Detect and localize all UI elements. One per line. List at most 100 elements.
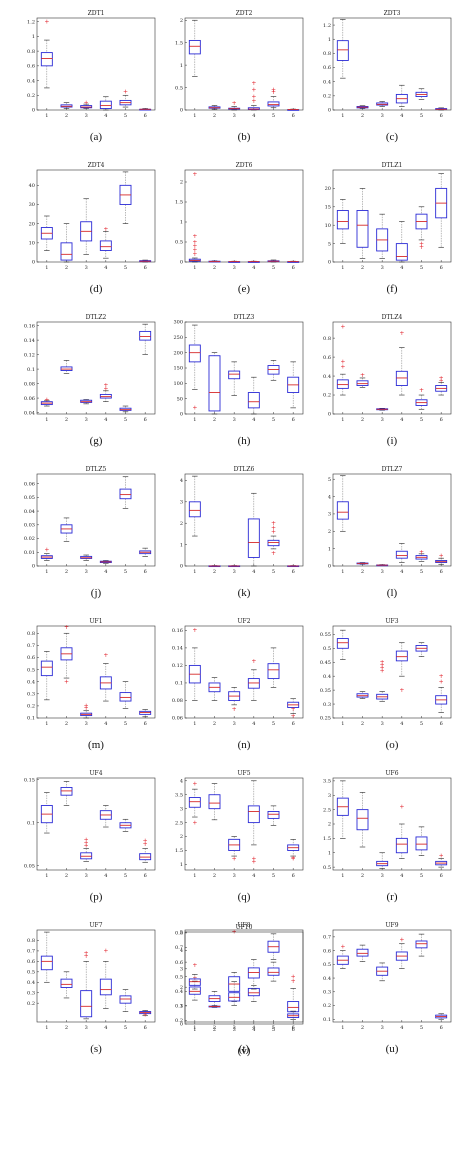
- x-tick-label: 2: [361, 873, 364, 879]
- box-iqr: [247, 967, 260, 979]
- box-plot-5: [267, 360, 280, 381]
- x-tick-label: 1: [45, 721, 48, 727]
- box-plot-1: +: [336, 943, 349, 969]
- chart-panel: UF7 0.2 0.3 0.4 0.5 0.6 0.7 0.8 1 2 3 4 5 6 + + + + (s): [12, 918, 164, 1064]
- y-tick-label: 0.5: [27, 667, 35, 673]
- y-tick-label: 0: [32, 564, 35, 570]
- x-tick-label: 5: [124, 873, 127, 879]
- box-plot-3: +: [228, 100, 241, 111]
- x-tick-label: 1: [341, 265, 344, 271]
- x-tick-label: 1: [45, 417, 48, 423]
- box-plot-3: [80, 198, 93, 255]
- box-iqr: [99, 240, 112, 251]
- panel-caption: (s): [90, 1043, 102, 1055]
- x-tick-label: 6: [440, 569, 443, 575]
- chart-svg: UF10.10.20.30.40.50.60.70.81 2 3 4 5 6+++++(m…: [27, 618, 156, 751]
- y-tick-label: 1: [180, 542, 183, 548]
- box-iqr: [267, 539, 280, 547]
- x-tick-label: 6: [440, 417, 443, 423]
- outlier-marker: +: [103, 382, 108, 389]
- y-tick-label: 0.3: [175, 1004, 183, 1010]
- x-tick-label: 3: [85, 113, 88, 119]
- box-plot-1: +: [188, 324, 201, 412]
- y-tick-label: 0: [180, 1022, 183, 1028]
- outlier-marker: +: [84, 705, 89, 712]
- box-plot-2: [60, 781, 73, 806]
- panel-caption: (g): [90, 435, 103, 447]
- box-plot-3: ++: [80, 950, 93, 1020]
- y-tick-label: 0.35: [320, 688, 331, 694]
- box-plot-4: [247, 959, 260, 990]
- x-tick-label: 2: [361, 1025, 364, 1031]
- outlier-marker: +: [380, 662, 385, 669]
- panel-caption: (q): [238, 891, 251, 903]
- box-plot-4: [99, 560, 112, 564]
- x-tick-label: 1: [193, 1025, 196, 1031]
- y-tick-label: 0.2: [27, 93, 35, 99]
- y-tick-label: 0: [328, 260, 331, 266]
- outlier-marker: +: [271, 524, 276, 531]
- y-tick-label: 0.14: [24, 338, 35, 344]
- x-tick-label: 4: [104, 417, 107, 423]
- y-tick-label: 30: [29, 202, 35, 208]
- x-tick-label: 3: [381, 569, 384, 575]
- x-tick-label: 1: [45, 265, 48, 271]
- y-tick-label: 0.04: [24, 410, 35, 416]
- x-tick-label: 1: [341, 873, 344, 879]
- plot-frame: [36, 321, 156, 415]
- outlier-marker: +: [232, 706, 237, 713]
- box-plot-4: [99, 96, 112, 111]
- panel-caption: (l): [387, 587, 398, 599]
- x-tick-label: 5: [124, 265, 127, 271]
- y-tick-label: 0.12: [24, 352, 35, 358]
- y-tick-label: 0: [328, 412, 331, 418]
- chart-svg: UF10 0 1 2 3 4 5 1 2 3 4 5 6 + (v): [180, 924, 304, 1057]
- box-plot-6: [287, 108, 300, 111]
- plot-frame: [36, 777, 156, 871]
- y-tick-label: 2.5: [323, 807, 331, 813]
- box-plot-1: [336, 199, 349, 244]
- outlier-marker: +: [340, 363, 345, 370]
- box-iqr: [99, 978, 112, 996]
- box-iqr: [267, 811, 280, 819]
- box-plot-5: [119, 818, 132, 832]
- box-plot-6: ++: [139, 838, 152, 863]
- y-tick-label: 0.5: [323, 646, 331, 652]
- outlier-marker: +: [360, 372, 365, 379]
- box-iqr: [208, 794, 221, 810]
- outlier-marker: +: [340, 943, 345, 950]
- chart-svg: UF9 0.1 0.2 0.3 0.4 0.5 0.6 0.7 1 2 3 4 5 6 + + (u): [323, 922, 452, 1055]
- y-tick-label: 5: [328, 241, 331, 247]
- y-tick-label: 0.7: [27, 949, 35, 955]
- outlier-marker: +: [103, 226, 108, 233]
- box-plot-2: [356, 105, 369, 109]
- box-iqr: [80, 990, 93, 1018]
- x-tick-label: 6: [144, 873, 147, 879]
- chart-svg: ZDT1 0 0.2 0.4 0.6 0.8 1 1.2 1 2 3 4 5 6 + + + (a): [27, 10, 156, 143]
- chart-title: DTLZ2: [86, 314, 107, 321]
- outlier-marker: +: [84, 99, 89, 106]
- chart-title: UF4: [89, 770, 102, 777]
- y-tick-label: 20: [29, 221, 35, 227]
- y-tick-label: 0.06: [172, 716, 183, 722]
- x-tick-label: 3: [233, 265, 236, 271]
- y-tick-label: 0.7: [27, 643, 35, 649]
- x-tick-label: 3: [381, 113, 384, 119]
- y-tick-label: 4: [328, 494, 331, 500]
- panel-caption: (a): [90, 131, 103, 143]
- outlier-marker: +: [399, 804, 404, 811]
- box-plot-3: +: [228, 836, 241, 863]
- y-tick-label: 0.6: [27, 655, 35, 661]
- outlier-marker: +: [291, 706, 296, 713]
- panel-caption: (j): [91, 587, 102, 599]
- y-tick-label: 0: [32, 108, 35, 114]
- box-plot-1: [336, 629, 349, 660]
- x-tick-label: 6: [144, 721, 147, 727]
- box-plot-6: [435, 107, 448, 111]
- y-tick-label: 0.5: [323, 865, 331, 871]
- chart-panel: UF1 0.1 0.2 0.3 0.4 0.5 0.6 0.7 0.8 1 2 3 4 5 6 + + + + + (m…: [12, 614, 164, 760]
- y-tick-label: 0.4: [323, 79, 331, 85]
- plot-frame: [332, 17, 452, 111]
- y-tick-label: 0: [328, 564, 331, 570]
